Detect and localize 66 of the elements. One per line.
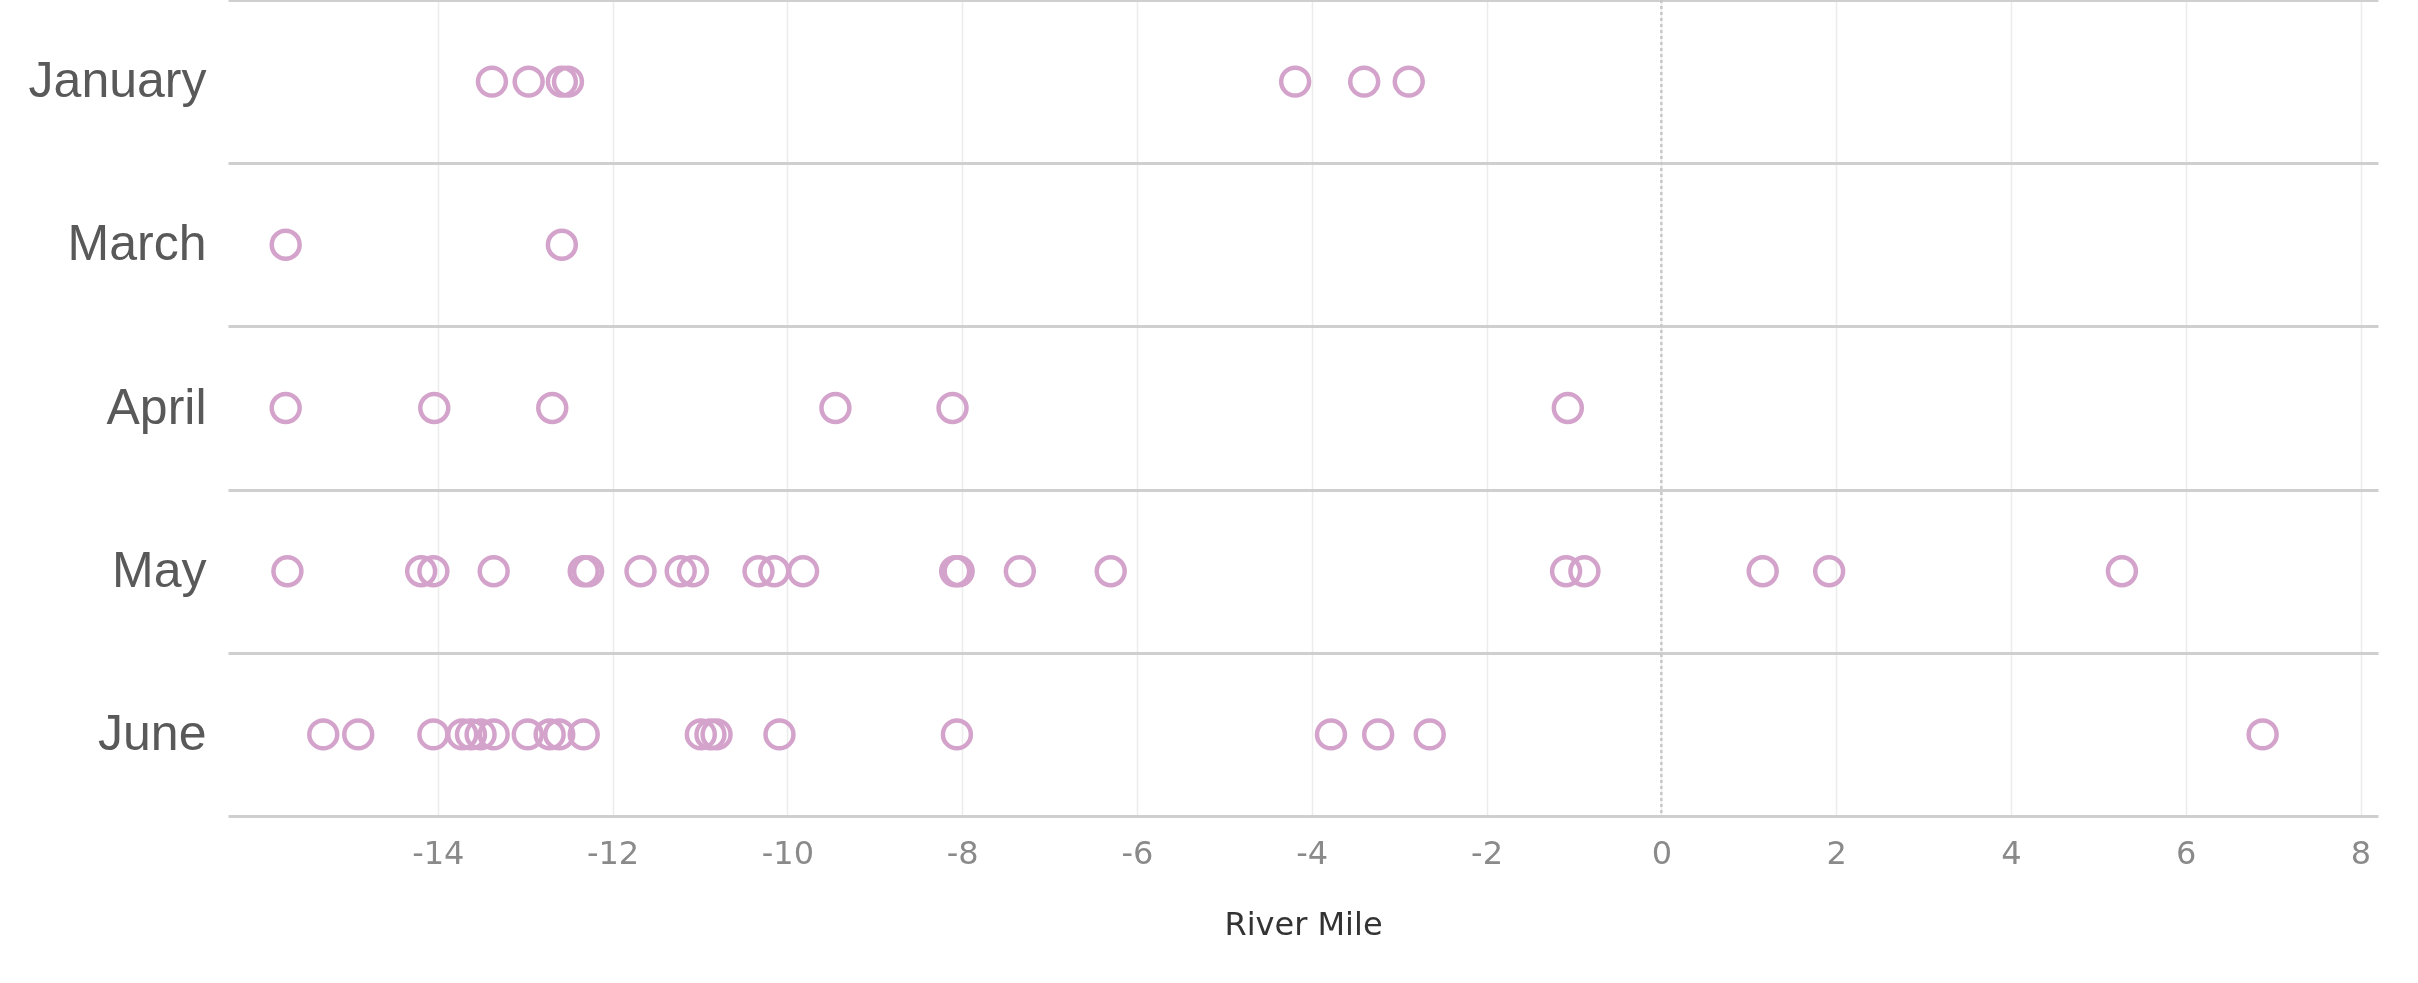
point xyxy=(475,65,509,98)
x-tick-label: 0 xyxy=(1651,833,1673,872)
x-tick-label: -2 xyxy=(1471,833,1503,872)
point xyxy=(763,718,796,751)
x-tick-label: -14 xyxy=(412,833,465,872)
point xyxy=(269,391,302,425)
point xyxy=(404,555,438,588)
point xyxy=(1549,555,1583,588)
point xyxy=(1413,718,1446,751)
point xyxy=(1392,65,1425,98)
point xyxy=(511,718,544,751)
point xyxy=(624,555,657,588)
point xyxy=(1812,555,1846,588)
point xyxy=(1003,555,1037,588)
y-tick-label: May xyxy=(112,541,207,598)
point xyxy=(567,718,600,751)
point xyxy=(1746,555,1779,588)
point xyxy=(342,718,375,751)
point xyxy=(464,718,497,751)
point xyxy=(664,555,697,588)
point xyxy=(786,555,820,588)
x-tick-label: -8 xyxy=(946,833,979,872)
x-tick-label: 8 xyxy=(2350,833,2372,872)
point xyxy=(1361,718,1395,751)
x-tick-label: -4 xyxy=(1296,833,1329,872)
x-tick-label: 6 xyxy=(2176,833,2197,872)
point xyxy=(1094,555,1127,588)
point xyxy=(454,718,488,751)
point xyxy=(271,555,304,588)
y-tick-label: June xyxy=(98,704,207,761)
y-tick-label: January xyxy=(28,52,207,109)
point xyxy=(477,718,510,751)
x-tick-label: 4 xyxy=(2001,833,2022,872)
y-tick-label: March xyxy=(67,215,207,272)
point xyxy=(1551,391,1585,425)
x-axis-title: River Mile xyxy=(1224,904,1383,943)
x-tick-label: 2 xyxy=(1826,833,1847,872)
x-tick-label: -6 xyxy=(1121,833,1154,872)
point xyxy=(477,555,510,588)
point xyxy=(1314,718,1348,751)
point xyxy=(1347,65,1381,98)
point xyxy=(307,718,340,751)
point xyxy=(512,65,545,98)
point xyxy=(418,391,451,425)
point xyxy=(676,555,710,588)
point xyxy=(1278,65,1312,98)
point xyxy=(2246,718,2279,751)
point xyxy=(536,391,569,425)
x-tick-label: -10 xyxy=(761,833,814,872)
point xyxy=(758,555,791,588)
point xyxy=(446,718,479,751)
x-tick-label: -12 xyxy=(586,833,640,872)
point xyxy=(269,228,302,261)
point xyxy=(1568,555,1601,588)
point xyxy=(936,391,969,425)
point xyxy=(940,718,974,751)
point xyxy=(417,555,450,588)
point xyxy=(819,391,852,425)
point xyxy=(742,555,775,588)
point xyxy=(684,718,718,751)
point xyxy=(2105,555,2139,588)
point xyxy=(543,718,576,751)
y-tick-label: April xyxy=(106,378,207,435)
point xyxy=(545,228,579,261)
point xyxy=(533,718,566,751)
point xyxy=(417,718,450,751)
